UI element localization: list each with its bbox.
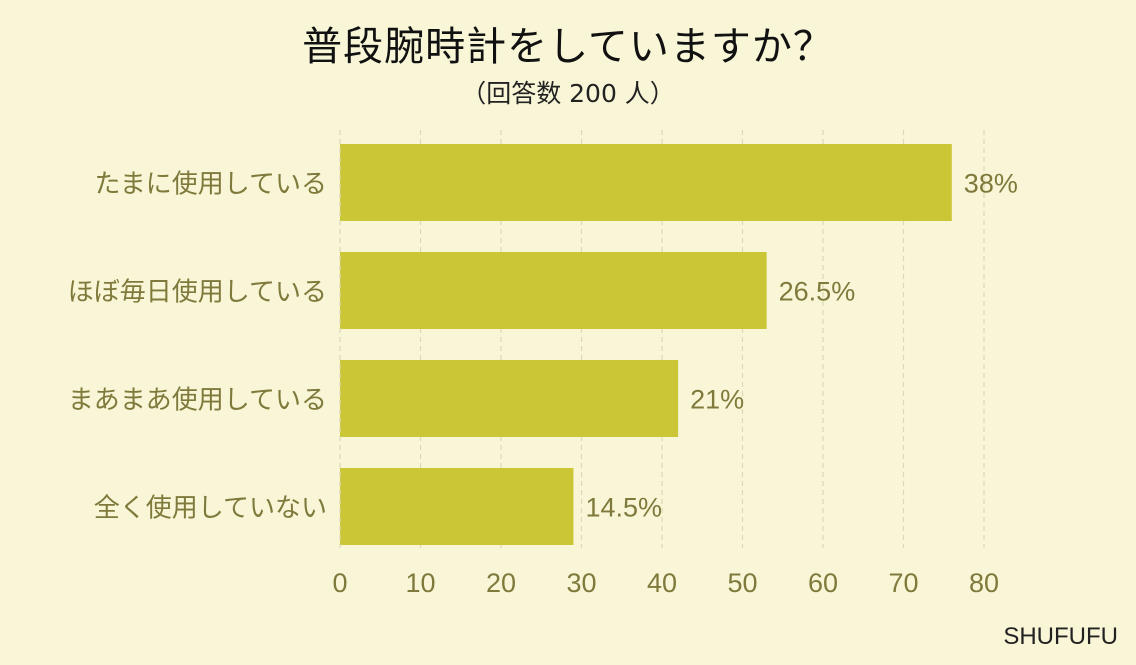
- x-tick-label: 80: [969, 568, 999, 598]
- bar: [340, 144, 952, 221]
- data-label: 38%: [964, 169, 1018, 199]
- category-label: ほぼ毎日使用している: [68, 278, 327, 308]
- x-tick-label: 70: [888, 568, 918, 598]
- x-tick-label: 0: [332, 568, 347, 598]
- data-label: 26.5%: [779, 277, 856, 307]
- x-tick-label: 10: [405, 568, 435, 598]
- category-label: まあまあ使用している: [68, 386, 327, 416]
- category-label: 全く使用していない: [94, 494, 327, 524]
- x-tick-label: 50: [727, 568, 757, 598]
- bar: [340, 360, 679, 437]
- data-label: 21%: [690, 385, 744, 415]
- data-label: 14.5%: [585, 493, 662, 523]
- chart-title: 普段腕時計をしていますか？: [302, 24, 834, 70]
- chart-subtitle: （回答数 200 人）: [461, 79, 675, 108]
- x-tick-label: 60: [808, 568, 838, 598]
- bar: [340, 468, 574, 545]
- bar: [340, 252, 767, 329]
- credit-logo: SHUFUFU: [1003, 623, 1118, 650]
- x-tick-label: 20: [486, 568, 516, 598]
- x-tick-label: 40: [647, 568, 677, 598]
- category-label: たまに使用している: [95, 170, 327, 200]
- x-tick-label: 30: [566, 568, 596, 598]
